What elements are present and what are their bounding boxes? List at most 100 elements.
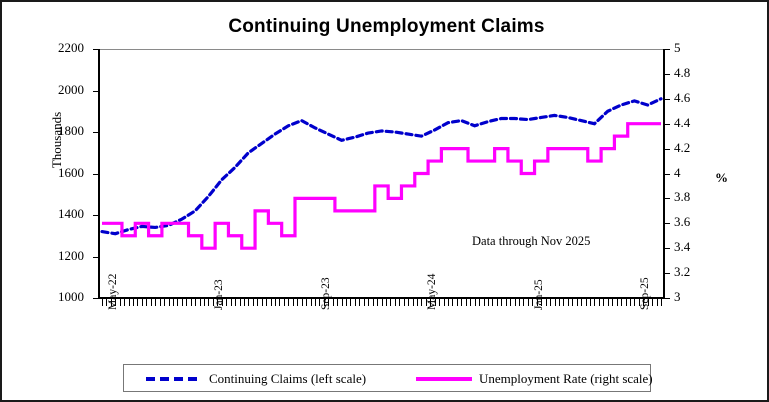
right-tick-label: 3.6 <box>674 214 691 230</box>
x-tick-label: Jan-25 <box>532 279 545 310</box>
x-tick-label: May-24 <box>426 273 439 310</box>
left-tick-label: 1400 <box>58 206 84 221</box>
x-tick-mark <box>212 299 214 306</box>
left-tick-label: 1600 <box>58 164 84 180</box>
x-tick-mark <box>133 299 135 306</box>
x-tick-mark <box>434 299 436 306</box>
right-tick-label: 3 <box>674 289 681 304</box>
x-tick-mark <box>301 299 303 306</box>
x-tick-mark <box>496 299 498 306</box>
right-tick-label: 3.2 <box>674 264 691 280</box>
x-tick-mark <box>519 299 521 306</box>
left-tick-mark <box>93 256 99 258</box>
x-tick-mark <box>430 299 432 306</box>
x-tick-mark <box>492 299 494 306</box>
x-tick-mark <box>204 299 206 306</box>
x-tick-mark <box>661 299 662 306</box>
x-tick-label: Sep-23 <box>319 277 332 310</box>
x-tick-mark <box>652 299 654 306</box>
x-tick-mark <box>354 299 356 306</box>
x-tick-mark <box>341 299 343 306</box>
right-tick-mark <box>664 223 670 225</box>
x-tick-mark <box>297 299 299 306</box>
x-tick-mark <box>323 299 325 306</box>
x-tick-mark <box>590 299 592 306</box>
x-tick-mark <box>452 299 454 306</box>
x-tick-mark <box>616 299 618 306</box>
x-tick-mark <box>501 299 503 306</box>
x-tick-mark <box>510 299 512 306</box>
right-tick-mark <box>664 298 670 299</box>
series-line-unemployment-rate <box>102 122 661 250</box>
x-tick-mark <box>319 299 321 306</box>
x-tick-mark <box>567 299 569 306</box>
x-tick-mark <box>261 299 263 306</box>
x-tick-mark <box>292 299 294 306</box>
left-tick-mark <box>93 215 99 216</box>
x-tick-mark <box>239 299 241 306</box>
right-tick-mark <box>664 148 670 150</box>
x-tick-mark <box>581 299 583 306</box>
x-tick-mark <box>248 299 250 306</box>
legend-swatch-unemployment-rate <box>416 377 472 381</box>
x-tick-mark <box>443 299 445 306</box>
x-tick-mark <box>612 299 614 306</box>
x-tick-mark <box>137 299 139 306</box>
x-tick-mark <box>585 299 587 306</box>
right-tick-mark <box>664 73 670 75</box>
x-tick-mark <box>412 299 414 306</box>
left-tick-mark <box>93 132 99 133</box>
right-tick-label: 4.6 <box>674 89 691 105</box>
x-tick-mark <box>226 299 228 306</box>
left-tick-mark <box>93 90 99 92</box>
x-tick-mark <box>257 299 259 306</box>
x-tick-mark <box>115 299 117 306</box>
x-tick-mark <box>306 299 308 306</box>
left-tick-label: 1800 <box>58 123 84 138</box>
x-tick-mark <box>461 299 463 306</box>
x-tick-mark <box>403 299 405 306</box>
x-tick-mark <box>550 299 552 306</box>
left-tick-label: 2200 <box>58 40 84 55</box>
x-tick-mark <box>385 299 387 306</box>
x-tick-mark <box>279 299 281 306</box>
x-tick-mark <box>217 299 219 306</box>
x-tick-mark <box>421 299 423 306</box>
x-tick-mark <box>346 299 347 306</box>
x-tick-mark <box>638 299 640 306</box>
x-tick-mark <box>634 299 636 306</box>
x-tick-mark <box>603 299 605 306</box>
x-tick-mark <box>527 299 529 306</box>
right-tick-label: 3.8 <box>674 189 691 205</box>
x-tick-mark <box>416 299 418 306</box>
x-tick-mark <box>368 299 370 306</box>
x-tick-mark <box>141 299 143 306</box>
right-tick-label: 4.4 <box>674 114 691 130</box>
x-tick-mark <box>270 299 272 306</box>
x-tick-mark <box>470 299 472 306</box>
right-tick-label: 3.4 <box>674 239 691 255</box>
x-tick-mark <box>643 299 645 306</box>
x-tick-mark <box>514 299 516 306</box>
x-tick-mark <box>541 299 543 306</box>
x-tick-mark <box>337 299 339 306</box>
left-tick-label: 1200 <box>58 247 84 263</box>
x-tick-mark <box>554 299 556 306</box>
left-axis-title: Thousands <box>49 111 64 169</box>
x-tick-mark <box>545 299 547 306</box>
chart-title: Continuing Unemployment Claims <box>228 16 545 37</box>
x-tick-mark <box>576 299 578 306</box>
x-tick-mark <box>594 299 596 306</box>
x-tick-mark <box>439 299 441 306</box>
x-tick-mark <box>314 299 316 306</box>
legend-swatch-continuing-claims <box>146 377 202 381</box>
series-line-continuing-claims <box>100 97 663 236</box>
x-tick-mark <box>186 299 188 306</box>
left-tick-label: 2000 <box>58 81 84 97</box>
x-tick-mark <box>656 299 658 306</box>
x-tick-mark <box>598 299 600 306</box>
x-tick-mark <box>310 299 312 306</box>
x-tick-mark <box>199 299 201 306</box>
x-tick-mark <box>483 299 485 306</box>
x-tick-mark <box>350 299 352 306</box>
